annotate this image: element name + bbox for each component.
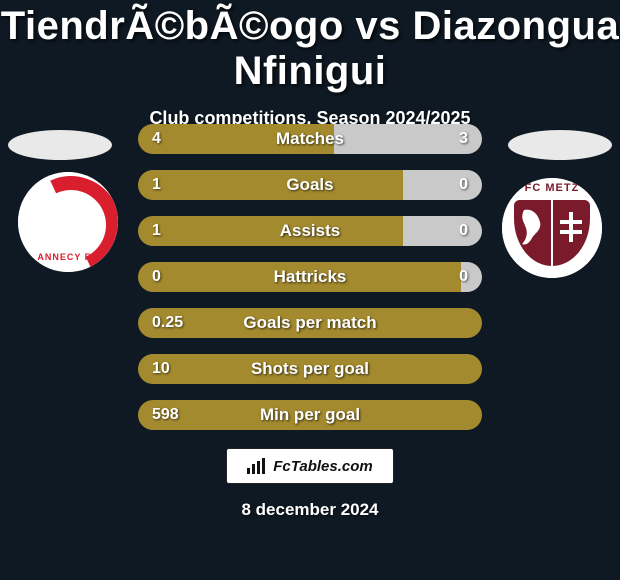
site-badge-text: FcTables.com [273,458,372,475]
stat-value-left: 0.25 [152,308,183,338]
club-logo-right: FC METZ [502,178,602,278]
stat-row: Shots per goal10 [138,354,482,384]
footer-date: 8 december 2024 [0,500,620,520]
stat-value-right: 0 [459,170,468,200]
annecy-logo: ANNECY FC [18,172,118,272]
page-title: TiendrÃ©bÃ©ogo vs Diazongua Nfinigui [0,0,620,94]
stat-row: Goals1 0 [138,170,482,200]
stat-label: Goals [138,170,482,200]
comparison-card: TiendrÃ©bÃ©ogo vs Diazongua Nfinigui Clu… [0,0,620,580]
player-ellipse-left [8,130,112,160]
metz-logo-text: FC METZ [502,182,602,194]
stat-row: Min per goal598 [138,400,482,430]
stat-label: Matches [138,124,482,154]
stat-label: Goals per match [138,308,482,338]
stat-row: Hattricks0 0 [138,262,482,292]
stat-label: Hattricks [138,262,482,292]
stat-value-right: 0 [459,262,468,292]
stat-label: Min per goal [138,400,482,430]
stat-row: Assists1 0 [138,216,482,246]
club-logo-left: ANNECY FC [18,172,118,272]
stat-value-left: 1 [152,170,161,200]
stat-rows: Matches43Goals10Assists10Hattricks00Goal… [138,124,482,446]
stat-label: Assists [138,216,482,246]
stat-value-right: 3 [459,124,468,154]
stat-row: Matches4 3 [138,124,482,154]
site-badge[interactable]: FcTables.com [226,448,394,484]
metz-cross-icon [560,212,582,242]
stat-value-right: 0 [459,216,468,246]
stat-value-left: 4 [152,124,161,154]
stat-value-left: 0 [152,262,161,292]
player-ellipse-right [508,130,612,160]
metz-logo: FC METZ [502,178,602,278]
metz-dragon-icon [520,208,546,248]
metz-divider [551,200,553,266]
stat-value-left: 598 [152,400,179,430]
chart-icon [247,458,267,474]
stat-value-left: 1 [152,216,161,246]
annecy-logo-text: ANNECY FC [18,252,118,262]
stat-label: Shots per goal [138,354,482,384]
stat-row: Goals per match0.25 [138,308,482,338]
stat-value-left: 10 [152,354,170,384]
